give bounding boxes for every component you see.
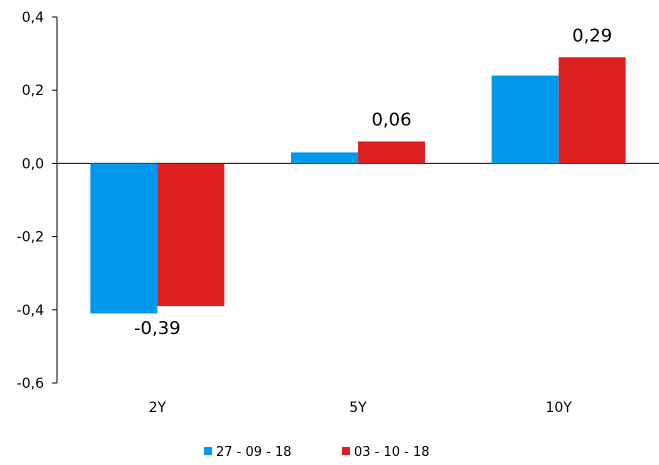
- y-tick-label: 0,2: [22, 83, 44, 99]
- x-tick-label: 5Y: [349, 400, 367, 416]
- bar-5y-series-1: [291, 152, 358, 164]
- legend-label: 27 - 09 - 18: [216, 445, 292, 460]
- bar-2y-series-1: [90, 163, 158, 314]
- x-tick-label: 2Y: [149, 400, 167, 416]
- y-tick-label: -0,2: [17, 230, 44, 246]
- data-labels: -0,39 0,06 0,29: [134, 25, 612, 339]
- legend-label: 03 - 10 - 18: [354, 445, 430, 460]
- data-label: -0,39: [134, 318, 181, 339]
- bar-2y-series-2: [157, 163, 225, 307]
- bar-5y-series-2: [358, 141, 425, 164]
- bars: [90, 57, 626, 314]
- y-tick-label: -0,4: [17, 303, 44, 319]
- y-tick-label: 0,4: [22, 10, 44, 26]
- x-tick-label: 10Y: [545, 400, 572, 416]
- legend-swatch: [342, 447, 350, 455]
- legend-swatch: [204, 447, 212, 455]
- data-label: 0,29: [572, 25, 612, 46]
- bar-10y-series-1: [491, 75, 559, 164]
- y-tick-label: -0,6: [17, 376, 44, 392]
- bar-10y-series-2: [558, 57, 626, 164]
- legend: 27 - 09 - 18 03 - 10 - 18: [204, 445, 430, 460]
- y-tick-label: 0,0: [22, 156, 44, 172]
- data-label: 0,06: [371, 109, 411, 130]
